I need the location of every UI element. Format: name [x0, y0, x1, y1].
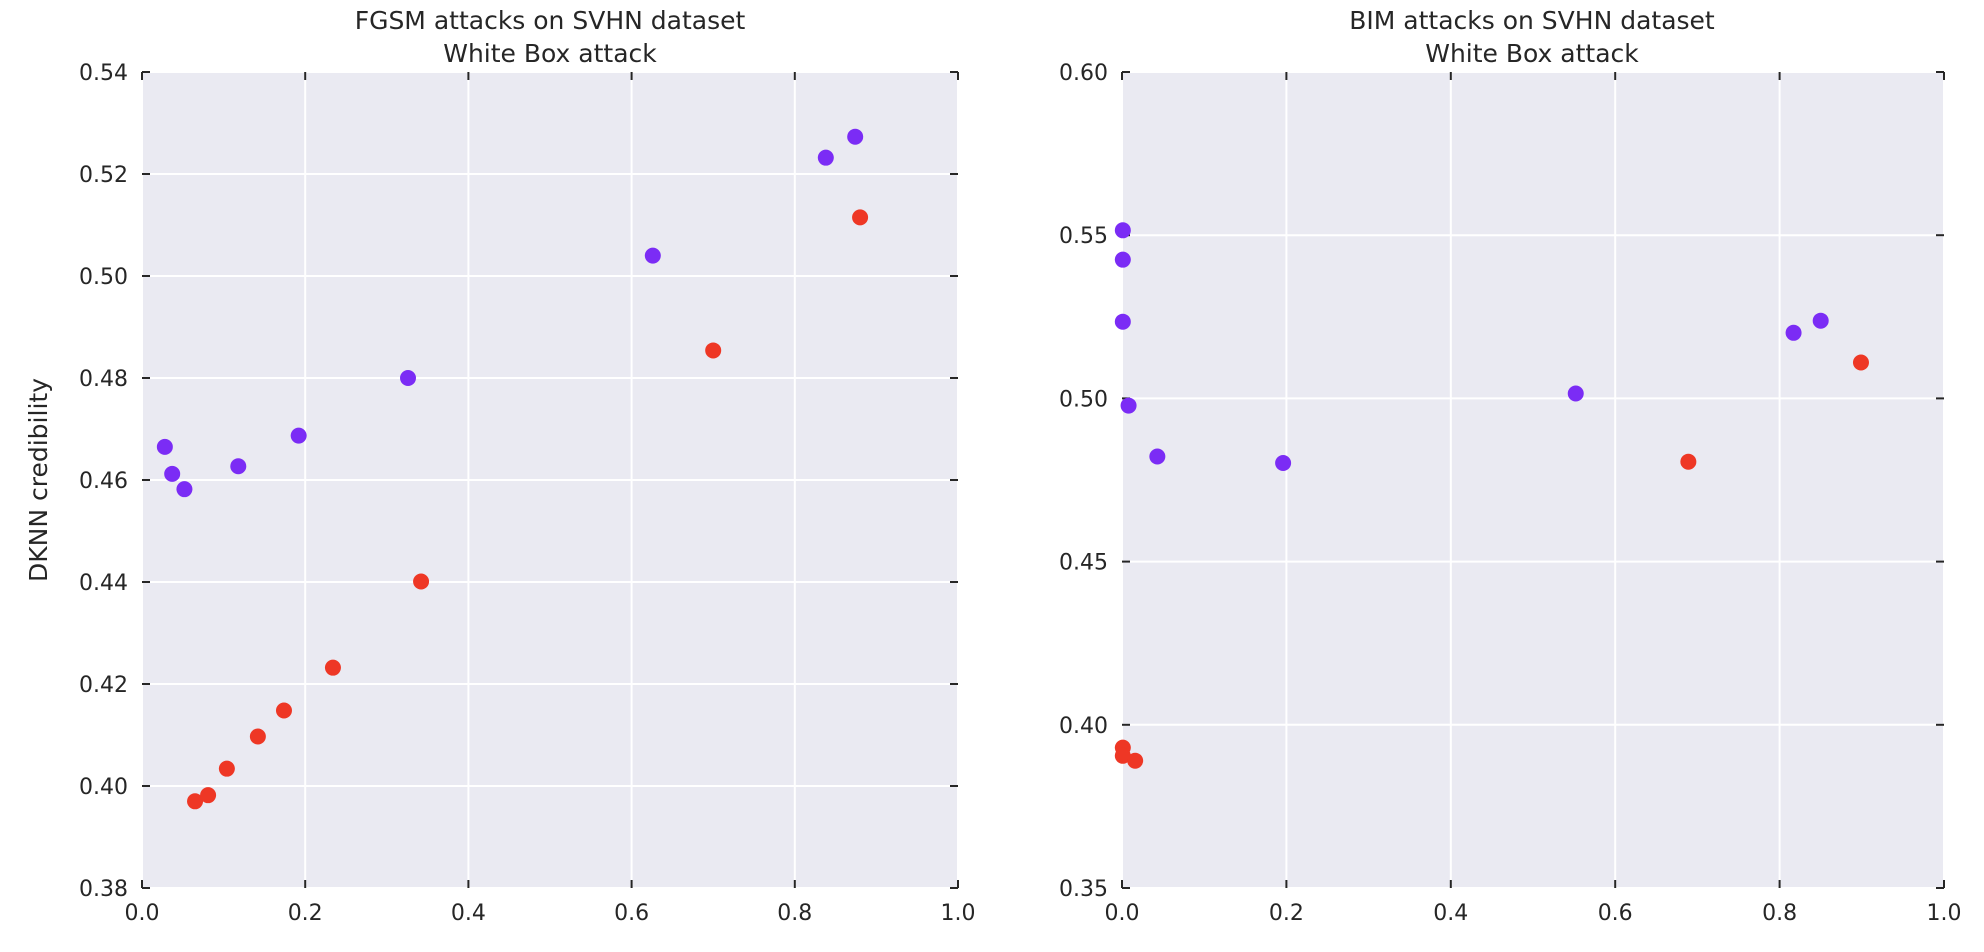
bim-y-tick-label: 0.55 — [1059, 224, 1108, 249]
fgsm-data-point-series-0 — [290, 427, 307, 444]
fgsm-data-point-series-0 — [644, 247, 661, 264]
bim-data-point-series-0 — [1114, 313, 1131, 330]
fgsm-chart-subtitle: White Box attack — [443, 39, 657, 68]
fgsm-y-tick-label: 0.54 — [79, 61, 128, 86]
bim-data-point-series-0 — [1114, 222, 1131, 239]
bim-data-point-series-1 — [1680, 453, 1697, 470]
fgsm-data-point-series-1 — [249, 728, 266, 745]
bim-data-point-series-1 — [1852, 354, 1869, 371]
fgsm-data-point-series-1 — [187, 793, 204, 810]
bim-x-tick-label: 0.0 — [1105, 901, 1140, 926]
bim-data-point-series-0 — [1275, 455, 1292, 472]
fgsm-x-tick-label: 0.6 — [614, 901, 649, 926]
bim-data-point-series-0 — [1812, 312, 1829, 329]
bim-y-tick-label: 0.45 — [1059, 551, 1108, 576]
fgsm-x-tick-label: 1.0 — [941, 901, 976, 926]
bim-x-tick-label: 0.8 — [1762, 901, 1797, 926]
bim-tick-labels: 0.0 0.2 0.4 0.6 0.8 1.0 0.35 0.40 0.45 0.50 0.55 0.… — [1059, 61, 1961, 926]
fgsm-data-points — [156, 128, 869, 810]
bim-data-points — [1114, 222, 1869, 769]
bim-y-tick-label: 0.35 — [1059, 877, 1108, 902]
bim-data-point-series-0 — [1114, 251, 1131, 268]
bim-gridlines — [1121, 71, 1945, 889]
fgsm-data-point-series-1 — [852, 209, 869, 226]
fgsm-data-point-series-1 — [200, 787, 217, 804]
fgsm-x-tick-label: 0.4 — [451, 901, 486, 926]
bim-chart-subtitle: White Box attack — [1425, 39, 1639, 68]
bim-x-tick-label: 0.6 — [1598, 901, 1633, 926]
fgsm-tick-marks — [141, 71, 959, 889]
bim-y-tick-label: 0.60 — [1059, 61, 1108, 86]
bim-x-tick-label: 0.4 — [1433, 901, 1468, 926]
fgsm-x-tick-label: 0.2 — [288, 901, 323, 926]
fgsm-data-point-series-0 — [176, 481, 193, 498]
fgsm-y-tick-label: 0.50 — [79, 265, 128, 290]
bim-x-tick-label: 0.2 — [1269, 901, 1304, 926]
bim-data-point-series-1 — [1114, 747, 1131, 764]
bim-chart-title: BIM attacks on SVHN dataset — [1349, 6, 1715, 35]
fgsm-data-point-series-1 — [218, 760, 235, 777]
fgsm-x-tick-label: 0.0 — [125, 901, 160, 926]
fgsm-tick-labels: 0.0 0.2 0.4 0.6 0.8 1.0 0.38 0.40 0.42 0.44 0.46 0.… — [79, 61, 975, 926]
fgsm-y-axis-label: DKNN credibility — [24, 378, 53, 582]
fgsm-data-point-series-1 — [413, 573, 430, 590]
bim-data-point-series-1 — [1127, 752, 1144, 769]
fgsm-data-point-series-0 — [817, 149, 834, 166]
fgsm-x-tick-label: 0.8 — [777, 901, 812, 926]
bim-y-tick-label: 0.40 — [1059, 714, 1108, 739]
fgsm-gridlines — [141, 71, 959, 889]
fgsm-y-tick-label: 0.38 — [79, 877, 128, 902]
fgsm-data-point-series-1 — [275, 702, 292, 719]
fgsm-y-tick-label: 0.46 — [79, 469, 128, 494]
fgsm-y-tick-label: 0.44 — [79, 571, 128, 596]
bim-data-point-series-0 — [1567, 385, 1584, 402]
fgsm-data-point-series-1 — [324, 659, 341, 676]
fgsm-y-tick-label: 0.40 — [79, 775, 128, 800]
fgsm-data-point-series-0 — [400, 370, 417, 386]
bim-plot-area — [1122, 72, 1944, 888]
bim-data-point-series-0 — [1785, 324, 1802, 341]
fgsm-data-point-series-1 — [705, 342, 722, 359]
fgsm-data-point-series-0 — [847, 128, 864, 145]
fgsm-y-tick-label: 0.48 — [79, 367, 128, 392]
bim-data-point-series-0 — [1120, 397, 1137, 414]
bim-y-tick-label: 0.50 — [1059, 387, 1108, 412]
fgsm-y-tick-label: 0.42 — [79, 673, 128, 698]
fgsm-y-tick-label: 0.52 — [79, 163, 128, 188]
fgsm-data-point-series-0 — [230, 458, 247, 475]
bim-tick-marks — [1121, 71, 1945, 889]
fgsm-data-point-series-0 — [156, 438, 173, 455]
bim-data-point-series-0 — [1149, 448, 1166, 465]
fgsm-chart-panel: 0.0 0.2 0.4 0.6 0.8 1.0 0.38 0.40 0.42 0.44 0.46 0.… — [24, 6, 976, 926]
fgsm-data-point-series-0 — [164, 465, 181, 482]
bim-chart-panel: 0.0 0.2 0.4 0.6 0.8 1.0 0.35 0.40 0.45 0.50 0.55 0.… — [1059, 6, 1961, 926]
bim-x-tick-label: 1.0 — [1927, 901, 1962, 926]
fgsm-chart-title: FGSM attacks on SVHN dataset — [355, 6, 746, 35]
